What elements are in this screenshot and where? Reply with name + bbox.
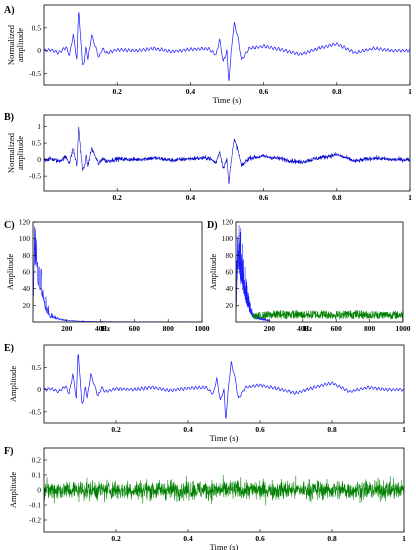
y-axis-label-line2: amplitude [15,28,25,62]
x-tick-label: 0.6 [259,193,269,202]
x-tick-label: 800 [163,324,175,333]
panel-label: C) [4,220,15,231]
x-axis-label: Hz [101,324,111,333]
series-line-d-1 [252,309,403,320]
x-tick-label: 0.8 [327,425,337,434]
y-axis-label-line1: Normalized [6,132,16,173]
x-tick-label: 0.2 [113,193,123,202]
panel-label: D) [207,220,218,231]
series-line-c-0 [33,226,202,322]
panel-b: 0.2 0.4 0.6 0.8 1 -0.5 0 0.5 1 B) Normalized amplit… [4,112,412,202]
y-tick-label: 0 [37,46,41,55]
x-tick-label: 800 [364,324,376,333]
panel-a: 0.2 0.4 0.6 0.8 1 -0.5 0 0.5 A) Normalized amplitu… [4,4,412,105]
panel-c: 200 400 600 800 1000 20 40 60 80 100 120 C) Amplitud… [4,218,210,334]
plot-frame [235,221,404,323]
x-tick-label: 0.8 [327,534,337,543]
y-tick-label: -0.1 [29,501,41,510]
x-axis-label: Hz [303,324,313,333]
x-tick-label: 0.6 [255,425,265,434]
plot-frame [32,221,203,323]
y-tick-label: 40 [226,284,234,293]
y-tick-label: 0 [37,155,41,164]
x-axis-label: Time (s) [210,433,239,443]
y-tick-label: -0.2 [29,516,41,525]
series-line-b-0 [44,126,410,185]
y-axis-label-line2: amplitude [15,136,25,170]
x-tick-label: 0.2 [111,534,121,543]
panel-d: 200 400 600 800 1000 20 40 60 80 100 120 D) Amplitud… [207,218,411,334]
series-line-a-0 [44,12,410,82]
x-tick-label: 1 [402,534,406,543]
panel-f: 0.2 0.4 0.6 0.8 1 -0.2 -0.1 0 0.1 0.2 F) Amplitude T… [4,446,406,550]
plot-frame [43,114,411,192]
y-tick-label: -0.5 [29,407,41,416]
panel-label: A) [4,5,15,16]
x-axis-label: Time (s) [210,542,239,550]
y-tick-label: 0.5 [32,363,42,372]
x-tick-label: 0.6 [259,87,269,96]
y-tick-label: 1 [37,122,41,131]
x-tick-label: 1000 [195,324,210,333]
x-axis-label: Time (s) [213,95,242,105]
y-axis-label: Amplitude [8,366,18,403]
x-tick-label: 0.2 [111,425,121,434]
x-tick-label: 1 [408,193,412,202]
y-tick-label: 60 [226,268,234,277]
y-tick-label: -0.5 [29,69,41,78]
y-tick-label: 0.1 [32,471,42,480]
series-line-d-0 [236,225,270,322]
x-tick-label: 0.8 [332,87,342,96]
panel-label: E) [4,343,14,354]
x-tick-label: 600 [129,324,141,333]
y-axis-label: Amplitude [208,254,218,291]
y-tick-label: 0 [37,486,41,495]
series-line-f-0 [44,475,404,506]
x-tick-label: 400 [95,324,107,333]
panel-e: 0.2 0.4 0.6 0.8 1 -0.5 0 0.5 E) Amplitude Time (s) [4,343,406,443]
x-tick-label: 1 [402,425,406,434]
y-tick-label: 40 [23,284,31,293]
y-tick-label: 0.5 [32,23,42,32]
y-tick-label: 0.5 [32,139,42,148]
y-axis-label: Amplitude [8,472,18,509]
y-tick-label: 120 [222,218,234,227]
y-tick-label: 0 [37,385,41,394]
y-tick-label: 80 [23,251,31,260]
y-tick-label: 100 [19,234,31,243]
y-tick-label: 100 [222,234,234,243]
y-axis-label: Amplitude [5,254,15,291]
x-tick-label: 600 [331,324,343,333]
x-tick-label: 400 [297,324,309,333]
y-tick-label: 120 [19,218,31,227]
x-tick-label: 0.4 [183,534,193,543]
x-tick-label: 0.2 [113,87,123,96]
plot-frame [43,4,411,86]
y-tick-label: 80 [226,251,234,260]
y-tick-label: 20 [226,301,234,310]
x-tick-label: 0.4 [183,425,193,434]
x-tick-label: 1000 [396,324,411,333]
y-tick-label: 60 [23,268,31,277]
panel-label: B) [4,112,14,123]
panel-label: F) [4,446,13,457]
plot-frame [43,344,405,424]
series-line-e-0 [44,354,404,419]
x-tick-label: 0.6 [255,534,265,543]
y-tick-label: -0.5 [29,172,41,181]
y-tick-label: 20 [23,301,31,310]
y-axis-label-line1: Normalized [6,24,16,65]
x-tick-label: 0.4 [186,87,196,96]
x-tick-label: 200 [61,324,73,333]
y-tick-label: 0.2 [32,456,42,465]
x-tick-label: 200 [264,324,276,333]
x-tick-label: 1 [408,87,412,96]
x-tick-label: 0.8 [332,193,342,202]
x-tick-label: 0.4 [186,193,196,202]
